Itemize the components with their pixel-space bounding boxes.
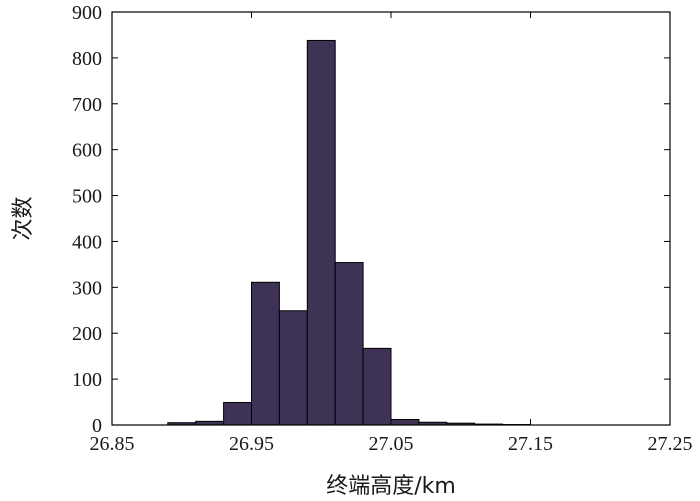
y-tick-label: 0	[92, 415, 102, 437]
y-tick-label: 800	[72, 48, 102, 70]
y-axis-label: 次数	[11, 196, 36, 240]
y-tick-label: 300	[72, 277, 102, 299]
x-tick-label: 27.25	[648, 433, 693, 455]
bars-group	[167, 39, 532, 426]
y-tick-label: 200	[72, 323, 102, 345]
histogram-bar	[278, 310, 308, 426]
y-tick-label: 700	[72, 94, 102, 116]
histogram-bar	[390, 418, 420, 426]
y-tick-label: 600	[72, 140, 102, 162]
x-axis-ticks: 26.85 26.95 27.05 27.15 27.25	[90, 12, 693, 455]
x-tick-label: 26.85	[90, 433, 135, 455]
y-tick-label: 900	[72, 2, 102, 24]
y-tick-label: 500	[72, 186, 102, 208]
x-tick-label: 26.95	[229, 433, 274, 455]
histogram-bar	[362, 347, 392, 426]
x-axis-label: 终端高度/km	[326, 474, 456, 499]
histogram-bar	[334, 262, 364, 426]
y-tick-label: 100	[72, 369, 102, 391]
histogram-bar	[251, 281, 280, 426]
histogram-bar	[223, 402, 253, 426]
x-tick-label: 27.15	[508, 433, 553, 455]
y-axis-ticks: 0 100 200 300 400 500 600 700 800 900	[72, 2, 670, 437]
x-tick-label: 27.05	[369, 433, 414, 455]
y-tick-label: 400	[72, 231, 102, 253]
histogram-bar	[306, 39, 336, 426]
